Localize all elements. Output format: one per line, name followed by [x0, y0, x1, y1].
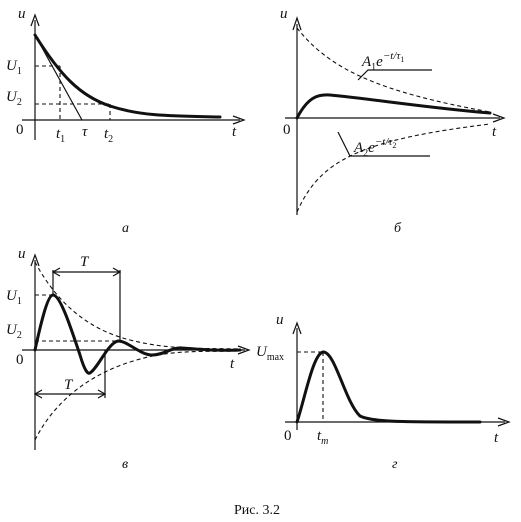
- panel-d-tm-label: tm: [317, 428, 328, 447]
- panel-a: u t 0 U1 U2 t1 τ t2 а: [6, 6, 246, 236]
- panel-c-x-label: t: [230, 356, 235, 372]
- panel-d-umax-label: Umax: [256, 344, 284, 363]
- panel-b-term2-label: A2e−t/τ2: [353, 136, 396, 159]
- panel-d-x-label: t: [494, 430, 499, 446]
- panel-c-u1-label: U1: [6, 288, 22, 307]
- panel-b-caption: б: [394, 221, 402, 236]
- panel-b-sum-curve: [295, 93, 492, 120]
- panel-b-leader-1: [357, 69, 432, 81]
- panel-c-x-arrow: [237, 345, 251, 355]
- panel-c-upper-envelope: [34, 261, 241, 350]
- panel-b-negative-exponent: [296, 123, 491, 213]
- panel-c-origin: 0: [16, 352, 24, 368]
- panel-a-decay-curve: [33, 33, 222, 119]
- panel-a-t2-label: t2: [104, 126, 113, 145]
- panel-b-x-label: t: [492, 124, 497, 140]
- panel-c-period-top-arrow-right: [112, 267, 122, 277]
- panel-a-x-arrow: [232, 115, 246, 125]
- panel-b: u t 0 A1e−t/τ1 A2e−t/τ2 б: [280, 6, 506, 236]
- panel-b-positive-exponent: [296, 27, 491, 113]
- panel-c-oscillation: [33, 293, 242, 375]
- panel-c: u t 0 U1 U2 T T в: [6, 246, 251, 472]
- panel-a-origin: 0: [16, 122, 24, 138]
- panel-a-y-label: u: [18, 6, 26, 22]
- panel-b-leader-2: [337, 131, 430, 157]
- panel-d-pulse-curve: [295, 350, 482, 424]
- panel-c-lower-envelope: [34, 350, 241, 441]
- panel-d-y-arrow: [292, 321, 302, 335]
- panel-c-period-top-arrow-left: [51, 267, 61, 277]
- panel-c-u2-label: U2: [6, 322, 22, 341]
- panel-b-term1-label: A1e−t/τ1: [361, 50, 404, 73]
- panel-d: u t 0 Umax tm г: [256, 312, 511, 472]
- panel-c-period-top-label: T: [80, 254, 90, 270]
- panel-a-tangent-line: [34, 34, 83, 121]
- panel-a-x-label: t: [232, 124, 237, 140]
- panel-d-x-arrow: [497, 417, 511, 427]
- panel-b-y-label: u: [280, 6, 288, 22]
- panel-a-u2-label: U2: [6, 89, 22, 108]
- panel-b-x-arrow: [492, 113, 506, 123]
- panel-a-caption: а: [122, 221, 129, 236]
- panel-a-u1-label: U1: [6, 58, 22, 77]
- panel-b-origin: 0: [283, 122, 291, 138]
- figure-caption: Рис. 3.2: [234, 503, 280, 518]
- panel-d-caption: г: [392, 457, 398, 472]
- panel-b-y-arrow: [292, 16, 302, 31]
- panel-c-period-bottom-arrow-right: [97, 389, 107, 399]
- panel-c-y-arrow: [30, 253, 40, 267]
- panel-d-y-label: u: [276, 312, 284, 328]
- panel-c-period-bottom-label: T: [64, 377, 74, 393]
- panel-a-t1-label: t1: [56, 126, 65, 145]
- panel-a-y-arrow: [30, 13, 40, 27]
- panel-c-period-bottom-arrow-left: [33, 389, 43, 399]
- panel-c-y-label: u: [18, 246, 26, 262]
- panel-a-tau-label: τ: [82, 124, 88, 140]
- panel-c-caption: в: [122, 457, 128, 472]
- panel-d-origin: 0: [284, 428, 292, 444]
